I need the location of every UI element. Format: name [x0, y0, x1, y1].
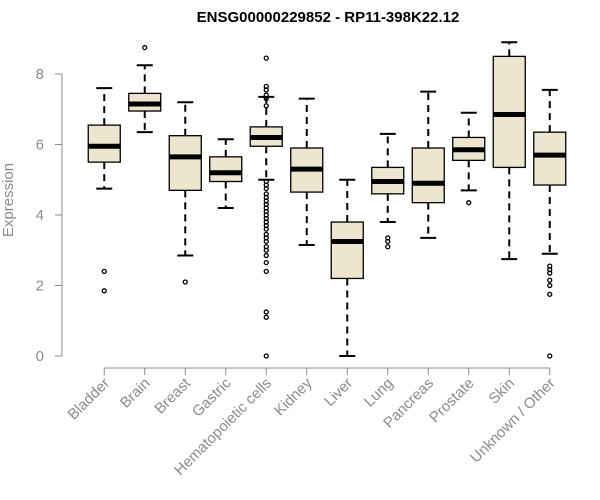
box-unknown-other	[533, 88, 567, 359]
box-brain	[128, 44, 162, 134]
outlier-point	[263, 185, 269, 192]
y-tick-label: 6	[36, 137, 44, 154]
outlier-point	[263, 309, 269, 315]
y-tick-label: 2	[36, 278, 44, 295]
outlier-point	[466, 200, 472, 206]
outlier-point	[263, 259, 269, 266]
outlier-point	[385, 238, 391, 245]
outlier-point	[182, 279, 188, 285]
box-pancreas	[411, 90, 445, 239]
iqr-box	[533, 131, 567, 186]
x-tick-label: Kidney	[271, 374, 316, 419]
outlier-point	[263, 268, 269, 275]
outlier-point	[547, 291, 553, 297]
chart-title: ENSG00000229852 - RP11-398K22.12	[197, 9, 460, 26]
outlier-point	[547, 270, 553, 276]
outlier-point	[263, 353, 269, 359]
outlier-point	[547, 353, 553, 359]
x-tick-label: Brain	[117, 375, 154, 412]
iqr-box	[411, 147, 445, 204]
box-gastric	[209, 138, 243, 209]
y-axis: 0 2 4 6 8	[36, 66, 63, 365]
outlier-point	[263, 226, 269, 232]
x-tick-label: Liver	[321, 375, 356, 410]
x-tick-label: Lung	[361, 375, 397, 411]
iqr-box	[209, 156, 243, 183]
outlier-point	[263, 252, 269, 259]
outlier-point	[385, 244, 391, 250]
box-skin	[492, 41, 526, 261]
outlier-point	[101, 268, 107, 275]
x-tick-label: Skin	[485, 375, 518, 408]
y-tick-label: 0	[36, 348, 44, 365]
box-prostate	[452, 111, 486, 206]
outlier-point	[263, 247, 269, 253]
outlier-point	[101, 288, 107, 294]
x-tick-label: Prostate	[426, 375, 478, 427]
iqr-box	[87, 124, 121, 163]
y-tick-label: 4	[36, 207, 44, 224]
box-hematopoietic-cells	[249, 55, 283, 359]
outlier-point	[142, 44, 148, 51]
y-tick-label: 8	[36, 66, 44, 83]
box-liver	[330, 178, 364, 357]
outlier-point	[263, 96, 269, 102]
iqr-box	[168, 135, 202, 191]
iqr-box	[330, 221, 364, 280]
box-lung	[371, 132, 405, 250]
x-tick-label: Breast	[151, 374, 194, 417]
outlier-point	[263, 314, 269, 320]
iqr-box	[492, 55, 526, 169]
box-bladder	[87, 87, 121, 294]
box-kidney	[290, 97, 324, 246]
outlier-point	[263, 55, 269, 61]
box-breast	[168, 101, 202, 285]
x-tick-label: Bladder	[64, 375, 113, 424]
outlier-point	[263, 87, 269, 93]
outlier-point	[263, 238, 269, 245]
outlier-point	[547, 277, 553, 283]
box-group	[87, 41, 567, 359]
outlier-point	[263, 103, 269, 109]
y-axis-label: Expression	[0, 163, 17, 237]
outlier-point	[547, 282, 553, 289]
